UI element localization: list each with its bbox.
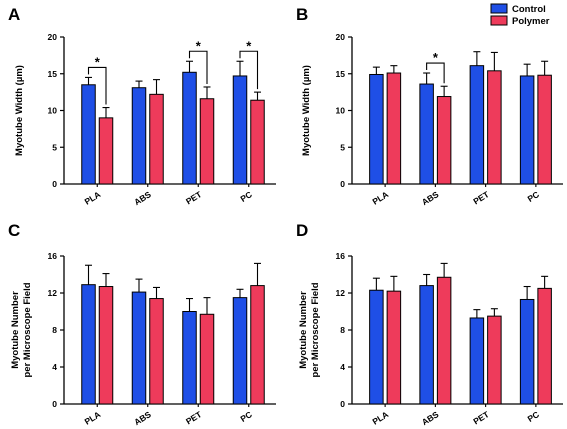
x-tick-label: PET xyxy=(184,409,204,427)
y-tick-label: 5 xyxy=(340,142,345,152)
x-tick-label: PET xyxy=(471,189,491,207)
bar-polymer xyxy=(250,285,265,405)
bar-polymer xyxy=(386,72,402,185)
y-tick-label: 8 xyxy=(52,325,57,335)
legend-swatch-control xyxy=(490,3,508,14)
y-axis-label: Myotube Number xyxy=(298,291,309,369)
bar-polymer xyxy=(199,313,215,405)
bar-control xyxy=(419,285,434,405)
significance-star: * xyxy=(246,38,252,53)
legend-label-control: Control xyxy=(512,4,546,15)
legend-swatch-polymer xyxy=(490,15,508,26)
bar-polymer xyxy=(436,276,452,405)
y-axis-label: Myotube Number xyxy=(10,291,21,369)
x-tick-label: PC xyxy=(238,189,253,204)
bar-polymer xyxy=(250,99,265,185)
significance-star: * xyxy=(95,54,101,69)
y-tick-label: 20 xyxy=(48,32,58,42)
bar-control xyxy=(232,297,248,405)
y-tick-label: 12 xyxy=(48,288,58,298)
y-tick-label: 4 xyxy=(340,362,345,372)
bar-control xyxy=(182,311,197,405)
y-tick-label: 12 xyxy=(336,288,346,298)
y-tick-label: 15 xyxy=(336,69,346,79)
bar-control xyxy=(469,317,485,405)
bar-polymer xyxy=(149,93,164,185)
bar-polymer xyxy=(149,298,164,405)
x-tick-label: ABS xyxy=(132,409,153,427)
panel-c: C Myotube Number per Microscope Field 0 4 8 12… xyxy=(8,221,276,427)
y-axis-label: per Microscope Field xyxy=(22,282,33,377)
y-tick-label: 15 xyxy=(48,69,58,79)
y-tick-label: 0 xyxy=(52,179,57,189)
y-axis-label: per Microscope Field xyxy=(310,282,321,377)
x-tick-label: PET xyxy=(184,189,204,207)
y-tick-label: 8 xyxy=(340,325,345,335)
x-tick-label: ABS xyxy=(420,189,441,207)
panel-a: A Myotube Width (µm) 0 5 10 15 20 PLA ABS PET PC * *… xyxy=(8,5,276,207)
y-tick-label: 5 xyxy=(52,142,57,152)
bar-control xyxy=(81,84,96,185)
panel-letter: D xyxy=(296,221,308,240)
bar-control xyxy=(131,291,147,405)
x-tick-label: ABS xyxy=(420,409,441,427)
bar-control xyxy=(131,87,147,185)
panel-letter: C xyxy=(8,221,20,240)
y-tick-label: 4 xyxy=(52,362,57,372)
bar-polymer xyxy=(98,286,114,405)
significance-bracket xyxy=(426,62,445,84)
significance-bracket xyxy=(239,50,259,90)
bar-control xyxy=(519,298,535,405)
bar-control xyxy=(519,75,535,185)
panel-b: B Myotube Width (µm) 0 5 10 15 20 PLA ABS PET PC * xyxy=(296,5,563,207)
panel-letter: A xyxy=(8,5,20,24)
bar-polymer xyxy=(487,70,502,185)
x-tick-label: ABS xyxy=(132,189,153,207)
bar-control xyxy=(81,284,96,405)
bar-polymer xyxy=(487,315,502,405)
x-tick-label: PLA xyxy=(83,189,103,206)
bar-polymer xyxy=(436,96,452,185)
y-axis-label: Myotube Width (µm) xyxy=(14,65,25,156)
y-tick-label: 20 xyxy=(336,32,346,42)
bar-polymer xyxy=(537,287,552,405)
y-tick-label: 0 xyxy=(340,399,345,409)
y-tick-label: 10 xyxy=(48,106,58,116)
panel-letter: B xyxy=(296,5,308,24)
bar-control xyxy=(232,75,248,185)
legend-label-polymer: Polymer xyxy=(512,16,550,27)
bar-polymer xyxy=(98,117,114,185)
y-tick-label: 16 xyxy=(48,251,58,261)
y-tick-label: 10 xyxy=(336,106,346,116)
y-tick-label: 0 xyxy=(52,399,57,409)
panel-d: D Myotube Number per Microscope Field 0 4 8 12… xyxy=(296,221,563,427)
bar-control xyxy=(369,73,384,185)
bar-control xyxy=(469,65,485,185)
significance-star: * xyxy=(433,50,439,65)
bar-control xyxy=(369,289,384,405)
bar-polymer xyxy=(537,74,552,185)
bar-control xyxy=(182,71,197,185)
bar-polymer xyxy=(386,290,402,405)
y-axis-label: Myotube Width (µm) xyxy=(301,65,312,156)
y-tick-label: 16 xyxy=(336,251,346,261)
bar-control xyxy=(419,83,434,185)
x-tick-label: PLA xyxy=(83,409,103,426)
x-tick-label: PC xyxy=(238,409,253,424)
bar-polymer xyxy=(199,98,215,185)
y-tick-label: 0 xyxy=(340,179,345,189)
significance-bracket xyxy=(87,66,107,105)
x-tick-label: PLA xyxy=(370,409,390,426)
x-tick-label: PLA xyxy=(370,189,390,206)
x-tick-label: PC xyxy=(526,189,541,204)
x-tick-label: PC xyxy=(526,409,541,424)
significance-bracket xyxy=(188,50,208,84)
x-tick-label: PET xyxy=(471,409,491,427)
significance-star: * xyxy=(196,38,202,53)
